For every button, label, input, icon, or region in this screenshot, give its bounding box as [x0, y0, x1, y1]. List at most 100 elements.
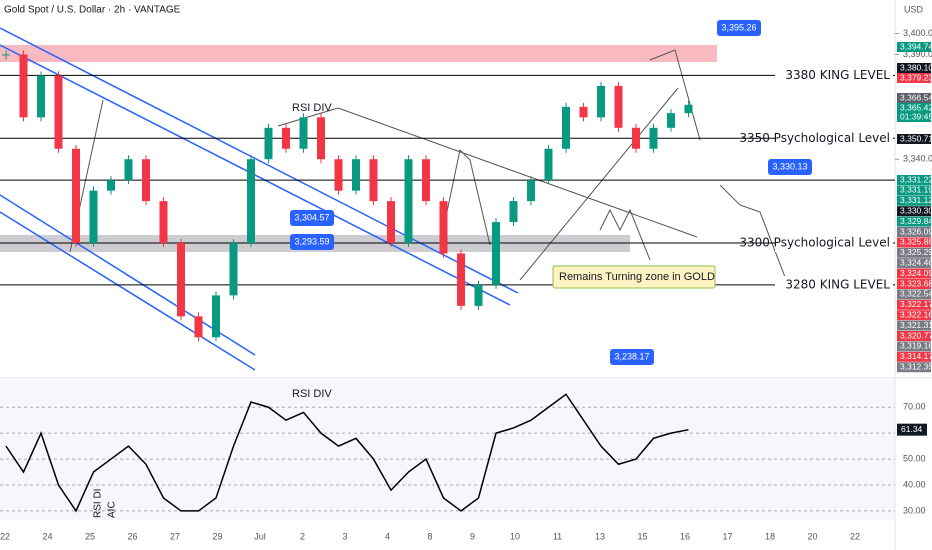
- candle: [299, 117, 308, 149]
- price-tag: [897, 185, 931, 196]
- candle: [89, 190, 98, 244]
- price-tag: [897, 206, 931, 217]
- callout-label: 3,238.17: [614, 351, 649, 361]
- x-tick-label: 11: [553, 531, 562, 541]
- candle: [54, 75, 63, 149]
- x-tick-label: 10: [510, 531, 520, 541]
- callout-label: 3,395.26: [721, 22, 756, 32]
- price-tag: [897, 341, 931, 352]
- price-tag: [897, 362, 931, 373]
- candle: [282, 127, 290, 149]
- callout: [610, 349, 654, 365]
- price-tag: [897, 175, 931, 185]
- x-tick-label: 4: [385, 531, 390, 541]
- y-tick-label: 50.00: [903, 453, 926, 463]
- candle: [492, 222, 500, 285]
- price-tag-label: 3,394.74: [900, 41, 932, 51]
- callout-label: 3,304.57: [294, 212, 329, 222]
- price-tag-label: 3,323.68: [900, 278, 932, 288]
- annotation: RSI DIV: [292, 102, 332, 114]
- level-label: 3350 Psychological Level: [739, 131, 890, 145]
- candle: [562, 106, 570, 149]
- candle: [107, 180, 115, 191]
- candle: [457, 253, 465, 306]
- x-tick-label: 26: [127, 531, 137, 541]
- candle: [19, 54, 28, 118]
- level-label: 3380 KING LEVEL: [785, 68, 890, 82]
- price-tag-label: 3,322.17: [900, 299, 932, 309]
- price-tag: [897, 310, 931, 321]
- candle: [229, 243, 238, 296]
- candle: [387, 201, 395, 244]
- candle: [177, 243, 185, 317]
- candle: [544, 148, 553, 181]
- y-tick-label: 3,400.00: [903, 28, 932, 38]
- price-tag: [897, 63, 931, 73]
- x-tick-label: 25: [85, 531, 95, 541]
- x-tick-label: 17: [722, 531, 732, 541]
- price-tag-label: 3,331.12: [900, 195, 932, 205]
- x-tick-label: 16: [680, 531, 690, 541]
- candle: [667, 113, 675, 128]
- price-tag: [897, 237, 931, 248]
- x-tick-label: 9: [470, 531, 475, 541]
- price-tag-label: 3,312.35: [900, 361, 932, 371]
- price-tag-label: 3,350.71: [900, 133, 932, 143]
- price-tag-label: 3,331.19: [900, 185, 932, 195]
- annotation: Remains Turning zone in GOLD: [559, 271, 715, 283]
- rsi-annotation: AIC: [107, 501, 118, 518]
- price-tag-label: 3,314.17: [900, 351, 932, 361]
- candle: [527, 180, 535, 202]
- candle: [352, 159, 360, 191]
- price-tag-label: 3,326.09: [900, 226, 932, 236]
- candle: [439, 201, 448, 254]
- candle: [614, 85, 623, 128]
- candle: [212, 295, 220, 338]
- price-tag-label: 3,321.31: [900, 320, 932, 330]
- price-tag: [897, 195, 931, 206]
- annotation-box: [552, 265, 716, 289]
- x-tick-label: 27: [170, 531, 180, 541]
- price-tag-label: 3,322.54: [900, 289, 932, 299]
- candle: [194, 316, 203, 338]
- callout-label: 3,293.59: [294, 236, 329, 246]
- callout-label: 3,330.13: [772, 161, 807, 171]
- price-tag: [897, 93, 931, 103]
- price-tag-label: 3,325.29: [900, 247, 932, 257]
- price-tag: [897, 320, 931, 331]
- candle: [474, 284, 483, 306]
- price-tag: [897, 331, 931, 341]
- candle: [632, 127, 640, 149]
- level-label-bg: [775, 275, 893, 294]
- level-label: 3300 Psychological Level: [739, 236, 890, 250]
- price-tag: [897, 227, 931, 237]
- x-tick-label: 2: [300, 531, 305, 541]
- price-tag: [897, 351, 931, 362]
- price-tag: [897, 112, 931, 122]
- price-tag-label: 3,365.42: [900, 102, 932, 112]
- x-tick-label: 29: [212, 531, 222, 541]
- price-tag: [897, 103, 931, 113]
- price-tag-label: 01:39:45: [900, 111, 932, 121]
- level-label-bg: [775, 129, 893, 148]
- candle: [264, 127, 273, 160]
- rsi-annotation: RSI DIV: [292, 388, 332, 400]
- price-tag: [897, 42, 931, 52]
- price-tag-label: 3,380.10: [900, 62, 932, 72]
- price-tag-label: 3,325.86: [900, 237, 932, 247]
- candle: [37, 75, 45, 118]
- x-tick-label: 15: [637, 531, 647, 541]
- level-label-bg: [775, 234, 893, 253]
- candle: [422, 159, 430, 202]
- candle: [72, 148, 80, 244]
- y-tick-label: 3,340.00: [903, 154, 932, 164]
- price-tag: [897, 289, 931, 300]
- chart-title: Gold Spot / U.S. Dollar · 2h · VANTAGE: [4, 5, 181, 16]
- price-tag-label: 3,319.16: [900, 341, 932, 351]
- rsi-line: [5, 393, 689, 513]
- price-tag-label: 3,330.30: [900, 205, 932, 215]
- candle: [334, 159, 343, 191]
- price-tag-label: 3,324.46: [900, 257, 932, 267]
- price-tag-label: 3,331.22: [900, 174, 932, 184]
